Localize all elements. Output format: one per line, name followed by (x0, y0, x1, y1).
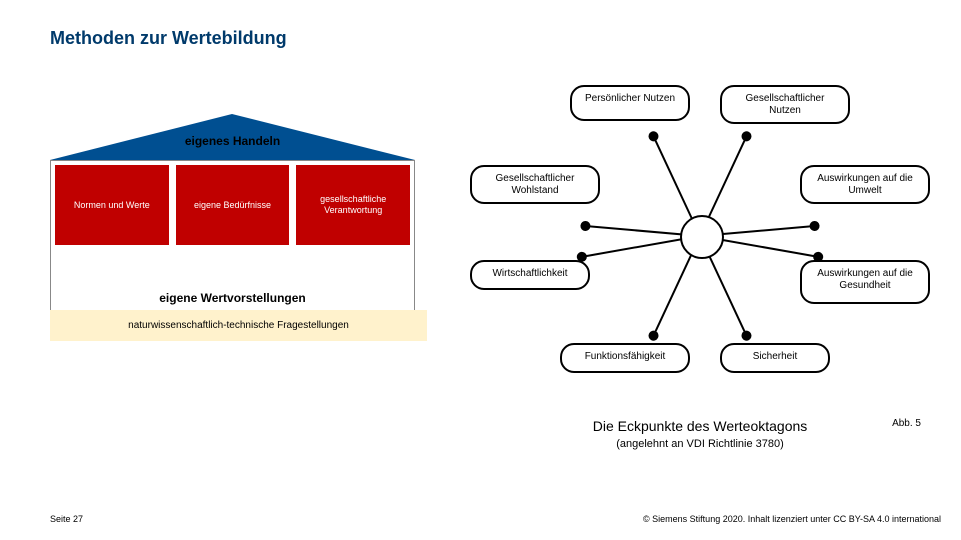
page-number: Seite 27 (50, 514, 83, 524)
house-roof-label: eigenes Handeln (50, 134, 415, 148)
oct-node-6: Wirtschaftlichkeit (470, 260, 590, 290)
house-diagram: eigenes Handeln Normen und Werte eigene … (50, 100, 415, 322)
oct-node-1: Gesellschaftlicher Nutzen (720, 85, 850, 124)
yellow-box: naturwissenschaftlich-technische Fragest… (50, 310, 427, 341)
oct-node-5: Funktionsfähigkeit (560, 343, 690, 373)
pillar-1: eigene Bedürfnisse (176, 165, 290, 245)
pillar-0: Normen und Werte (55, 165, 169, 245)
oct-node-4: Sicherheit (720, 343, 830, 373)
copyright: © Siemens Stiftung 2020. Inhalt lizenzie… (643, 514, 941, 524)
caption: Die Eckpunkte des Werteoktagons (angeleh… (520, 418, 880, 450)
house-base-label: eigene Wertvorstellungen (55, 285, 410, 311)
caption-line1: Die Eckpunkte des Werteoktagons (520, 418, 880, 434)
oct-node-3: Auswirkungen auf die Gesundheit (800, 260, 930, 304)
oct-node-7: Gesellschaftlicher Wohlstand (470, 165, 600, 204)
house-pillars: Normen und Werte eigene Bedürfnisse gese… (55, 165, 410, 245)
oct-node-2: Auswirkungen auf die Umwelt (800, 165, 930, 204)
oct-node-0: Persönlicher Nutzen (570, 85, 690, 121)
oct-hub (680, 215, 724, 259)
slide-title: Methoden zur Wertebildung (50, 28, 287, 49)
caption-line2: (angelehnt an VDI Richtlinie 3780) (520, 438, 880, 450)
figure-number: Abb. 5 (892, 418, 921, 429)
octagon-diagram: Persönlicher Nutzen Gesellschaftlicher Nu… (470, 85, 930, 385)
pillar-2: gesellschaftliche Verantwortung (296, 165, 410, 245)
